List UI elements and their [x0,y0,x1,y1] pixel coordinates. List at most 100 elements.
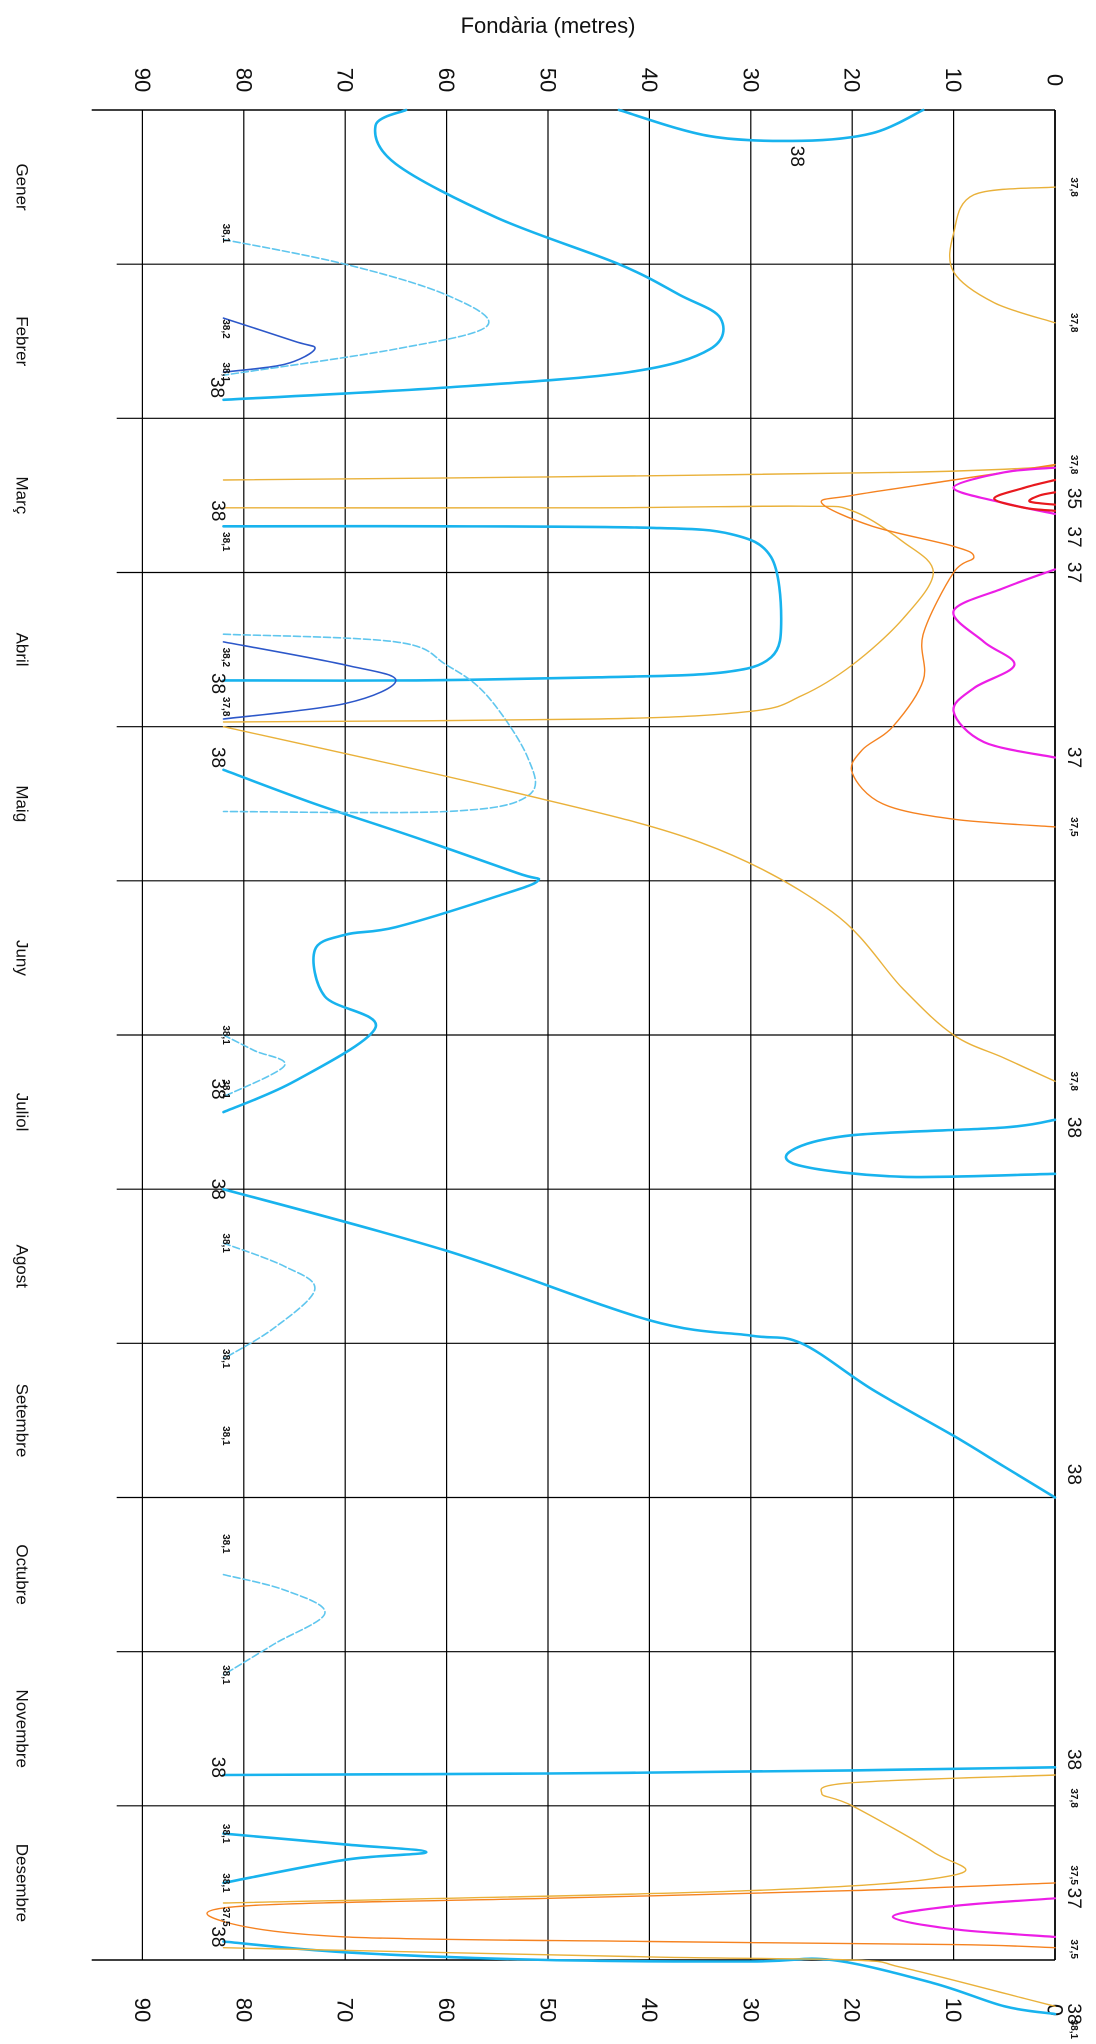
isoline-annotations: 38 38 38 38 38 38 38 38 38 38 38 38 38 35 37 37 37 37 37,8… [206,146,1084,2040]
month-label-7: Agost [13,1245,32,1289]
annotation-label-38: 38,1 [220,1534,231,1554]
isoline-37-5-23 [820,463,1056,828]
isoline-37-8-22 [222,1947,1056,2007]
annotation-label-32: 37,8 [220,697,231,717]
depth-tick-top-50: 50 [536,68,561,92]
depth-tick-top-70: 70 [333,68,358,92]
annotation-label-19: 37,8 [1068,313,1079,333]
annotation-label-10: 38 [207,1757,228,1778]
annotation-label-21: 37,5 [1068,817,1079,837]
annotation-label-27: 38,1 [220,224,231,244]
annotation-label-20: 37,8 [1068,455,1079,475]
annotation-label-3: 38 [207,673,228,694]
annotation-label-26: 38,1 [1068,2020,1079,2040]
annotation-label-23: 37,8 [1068,1788,1079,1808]
annotation-label-18: 37,8 [1068,177,1079,197]
isoline-38-5 [222,1187,1057,1499]
isoline-38-6 [222,1766,1057,1777]
annotation-label-5: 38 [207,1078,228,1099]
depth-ticks-top: 90 80 70 60 50 40 30 20 10 0 [130,68,1068,92]
isoline-38-0 [617,108,925,143]
isoline-37-8-21 [222,1774,1056,1904]
chart-grid [91,109,1056,1961]
month-label-0: Gener [13,163,32,211]
depth-tick-top-90: 90 [130,68,155,92]
month-label-8: Setembre [13,1384,32,1458]
isoline-38-7 [222,1832,428,1885]
annotation-label-24: 37,5 [1068,1865,1079,1885]
isoline-38-2-16 [222,641,397,720]
annotation-label-0: 38 [786,146,807,167]
annotation-label-7: 38 [207,1179,228,1200]
depth-tick-bottom-50: 50 [536,1998,561,2022]
isoline-37-26 [952,568,1057,759]
month-label-6: Juliol [13,1093,32,1132]
annotation-label-31: 38,2 [220,648,231,668]
annotation-label-22: 37,8 [1068,1072,1079,1092]
isoline-38-1-9 [222,238,490,376]
month-label-3: Abril [13,633,32,667]
depth-tick-bottom-20: 20 [840,1998,865,2022]
annotation-label-14: 37 [1063,526,1084,547]
annotation-label-37: 38,1 [220,1426,231,1446]
depth-tick-bottom-60: 60 [434,1998,459,2022]
isoline-38-1-13 [222,1573,326,1676]
month-label-4: Maig [13,785,32,822]
annotation-label-2: 38 [207,500,228,521]
depth-tick-bottom-70: 70 [333,1998,358,2022]
month-label-10: Novembre [13,1690,32,1768]
depth-tick-bottom-90: 90 [130,1998,155,2022]
annotation-label-13: 35 [1063,488,1084,509]
isoline-38-1-11 [222,1034,286,1098]
depth-tick-top-40: 40 [637,68,662,92]
annotation-label-12: 38 [1063,2003,1084,2024]
annotation-label-8: 38 [1063,1464,1084,1485]
depth-axis-label: Fondària (metres) [461,13,636,38]
annotation-label-9: 38 [1063,1749,1084,1770]
month-label-11: Desembre [13,1844,32,1922]
isoline-37-8-20 [222,726,1056,1082]
isoline-35-29 [1028,491,1057,506]
isolines [206,108,1057,2016]
depth-tick-top-60: 60 [434,68,459,92]
annotation-label-6: 38 [1063,1117,1084,1138]
month-label-1: Febrer [13,316,32,366]
depth-tick-top-10: 10 [941,68,966,92]
depth-tick-bottom-30: 30 [738,1998,763,2022]
depth-tick-top-0: 0 [1043,74,1068,86]
isoline-37-8-18 [222,463,1056,481]
isoline-35-28 [993,478,1057,512]
annotation-label-1: 38 [206,377,227,398]
annotation-label-30: 38,1 [220,532,231,552]
depth-tick-bottom-40: 40 [637,1998,662,2022]
isoline-38-3 [222,768,541,1114]
annotation-label-28: 38,2 [220,319,231,339]
depth-tick-top-30: 30 [738,68,763,92]
annotation-label-40: 38,1 [220,1824,231,1844]
annotation-label-15: 37 [1063,562,1084,583]
month-labels: Gener Febrer Març Abril Maig Juny Juliol Agost S… [13,163,32,1922]
annotation-label-25: 37,5 [1068,1939,1079,1959]
annotation-label-17: 37 [1063,1888,1084,1909]
isoline-37-5-24 [206,1882,1056,1949]
annotation-label-39: 38,1 [220,1665,231,1685]
annotation-label-29: 38,1 [220,362,231,382]
isoline-37-8-17 [949,186,1056,324]
annotation-label-4: 38 [207,747,228,768]
isoline-37-8-19 [222,505,934,723]
annotation-label-16: 37 [1063,747,1084,768]
depth-tick-top-80: 80 [231,68,256,92]
isoline-38-1-12 [222,1242,316,1360]
annotation-label-42: 37,5 [220,1907,231,1927]
isoline-38-4 [784,1118,1057,1179]
annotation-label-33: 38,1 [220,1025,231,1045]
isoline-38-2 [222,524,783,682]
depth-tick-bottom-10: 10 [941,1998,966,2022]
depth-ticks-bottom: 90 80 70 60 50 40 30 20 10 0 [130,1998,1068,2022]
annotation-label-35: 38,1 [220,1233,231,1253]
isoline-37-25 [952,466,1057,515]
annotation-label-36: 38,1 [220,1349,231,1369]
month-label-2: Març [13,477,32,515]
annotation-label-41: 38,1 [220,1873,231,1893]
